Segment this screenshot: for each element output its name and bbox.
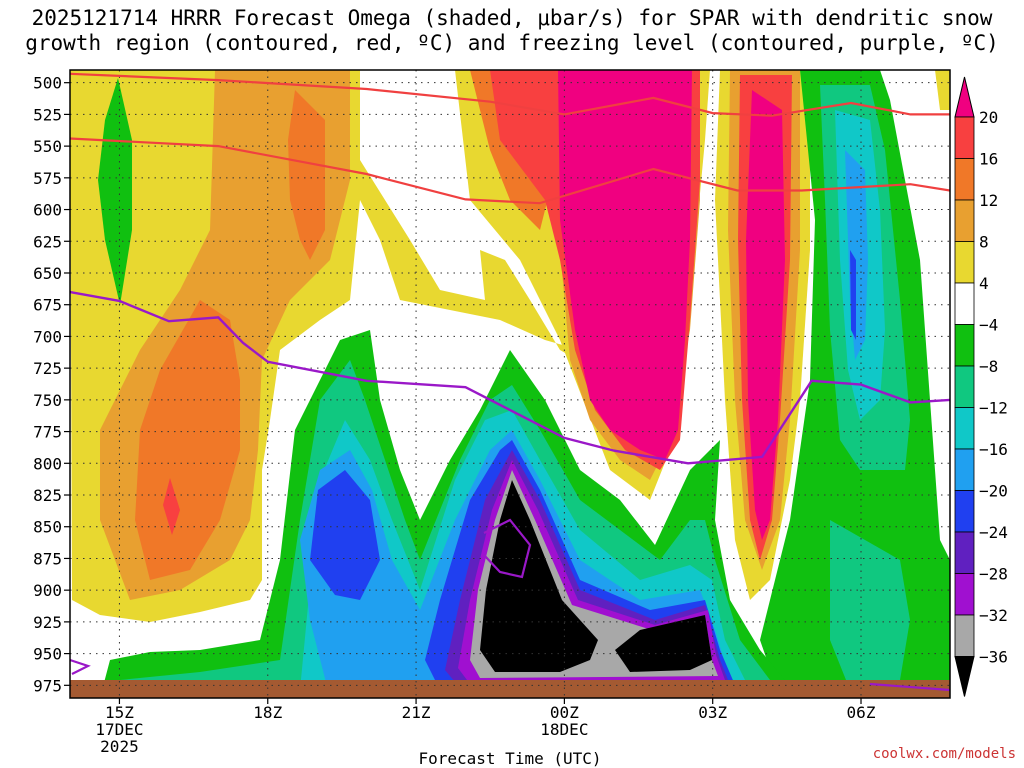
colorbar-band bbox=[954, 531, 975, 574]
x-tick-label: 06Z bbox=[847, 703, 876, 722]
freezing-level-loop bbox=[483, 518, 532, 579]
x-axis-label: Forecast Time (UTC) bbox=[418, 749, 601, 768]
omega-band-orange bbox=[135, 90, 325, 580]
y-tick-label: 975 bbox=[33, 676, 62, 695]
omega-band-magenta-center bbox=[558, 70, 692, 460]
freezing-level-edge bbox=[70, 658, 91, 675]
freezing-level-surface bbox=[869, 682, 950, 692]
colorbar-band bbox=[954, 241, 975, 284]
chart-title-line-2: growth region (contoured, red, ºC) and f… bbox=[25, 31, 999, 55]
colorbar-label: −4 bbox=[979, 316, 998, 335]
dgz-contour-upper bbox=[70, 72, 950, 117]
chart-title-line-1: 2025121714 HRRR Forecast Omega (shaded, … bbox=[31, 6, 993, 30]
colorbar-label: −12 bbox=[979, 399, 1008, 418]
omega-band-darkblue-right bbox=[850, 250, 856, 340]
y-tick-label: 825 bbox=[33, 486, 62, 505]
colorbar-label: −32 bbox=[979, 606, 1008, 625]
colorbar-label: −36 bbox=[979, 648, 1008, 667]
y-tick-label: 650 bbox=[33, 264, 62, 283]
y-tick-label: 900 bbox=[33, 581, 62, 600]
omega-band-red-left bbox=[163, 478, 180, 535]
chart-title: 2025121714 HRRR Forecast Omega (shaded, … bbox=[0, 6, 1024, 56]
omega-band-black-core bbox=[480, 480, 712, 672]
y-axis: 500 525 550 575 600 625 650 675 700 725 750 775 800 8… bbox=[33, 74, 70, 695]
colorbar-band bbox=[954, 407, 975, 450]
colorbar-band bbox=[954, 158, 975, 201]
ground-surface bbox=[70, 680, 950, 698]
colorbar-label: −16 bbox=[979, 440, 1008, 459]
omega-band-green-left bbox=[98, 78, 132, 305]
colorbar-label: −20 bbox=[979, 482, 1008, 501]
omega-shading bbox=[70, 70, 950, 698]
colorbar-label: 12 bbox=[979, 191, 998, 210]
y-tick-label: 675 bbox=[33, 296, 62, 315]
colorbar-band bbox=[954, 614, 975, 657]
colorbar-label: 8 bbox=[979, 233, 989, 252]
colorbar-label: 16 bbox=[979, 150, 998, 169]
x-tick-year: 2025 bbox=[100, 737, 139, 756]
y-tick-label: 750 bbox=[33, 391, 62, 410]
freezing-level-contour bbox=[70, 290, 950, 465]
y-tick-label: 775 bbox=[33, 423, 62, 442]
colorbar-label: −8 bbox=[979, 357, 998, 376]
y-tick-label: 600 bbox=[33, 201, 62, 220]
colorbar-band bbox=[954, 448, 975, 491]
y-tick-label: 550 bbox=[33, 137, 62, 156]
omega-band-magenta-right bbox=[746, 90, 785, 540]
y-tick-label: 700 bbox=[33, 327, 62, 346]
contour-lines bbox=[70, 72, 950, 692]
colorbar-band bbox=[954, 199, 975, 242]
y-tick-label: 875 bbox=[33, 549, 62, 568]
grid-lines bbox=[70, 70, 950, 698]
y-tick-label: 850 bbox=[33, 518, 62, 537]
colorbar-label: 4 bbox=[979, 274, 989, 293]
colorbar-cap-top bbox=[954, 76, 975, 118]
credit-text: coolwx.com/models bbox=[873, 746, 1016, 762]
y-tick-label: 525 bbox=[33, 105, 62, 124]
y-tick-label: 925 bbox=[33, 613, 62, 632]
x-tick-date: 18DEC bbox=[540, 720, 588, 739]
y-tick-label: 725 bbox=[33, 359, 62, 378]
colorbar-band bbox=[954, 282, 975, 325]
x-tick-label: 03Z bbox=[698, 703, 727, 722]
x-tick-label: 00Z bbox=[550, 703, 579, 722]
y-tick-label: 950 bbox=[33, 645, 62, 664]
y-tick-label: 800 bbox=[33, 454, 62, 473]
colorbar-band bbox=[954, 490, 975, 533]
colorbar-label: 20 bbox=[979, 108, 998, 127]
x-tick-label: 15Z bbox=[105, 703, 134, 722]
colorbar-label: −24 bbox=[979, 523, 1008, 542]
dgz-contour-lower bbox=[70, 137, 950, 205]
x-tick-date: 17DEC bbox=[95, 720, 143, 739]
colorbar-label: −28 bbox=[979, 565, 1008, 584]
colorbar-band bbox=[954, 365, 975, 408]
x-tick-label: 18Z bbox=[253, 703, 282, 722]
colorbar-cap-bottom bbox=[954, 656, 975, 697]
plot-frame bbox=[69, 69, 951, 699]
x-tick-label: 21Z bbox=[402, 703, 431, 722]
colorbar-band bbox=[954, 324, 975, 367]
colorbar-band bbox=[954, 573, 975, 616]
y-tick-label: 500 bbox=[33, 74, 62, 93]
colorbar: 20 16 12 8 4 −4 −8 −12 −16 −20 −24 −28 −32 −36 bbox=[954, 76, 1008, 697]
y-tick-label: 575 bbox=[33, 169, 62, 188]
y-tick-label: 625 bbox=[33, 232, 62, 251]
colorbar-band bbox=[954, 116, 975, 159]
